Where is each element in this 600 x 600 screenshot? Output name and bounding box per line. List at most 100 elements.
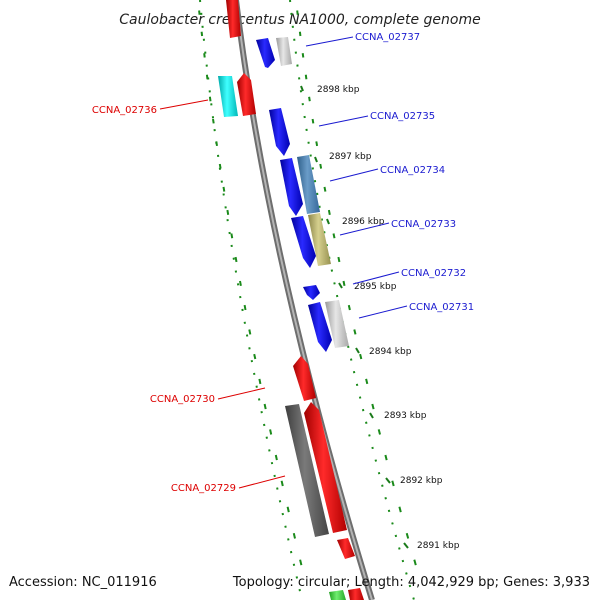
gene-arrow-red-top[interactable] (226, 0, 241, 38)
major-tick (369, 412, 374, 419)
leader-line (329, 168, 379, 182)
gene-label-ccna-02734[interactable]: CCNA_02734 (380, 165, 445, 176)
gene-label-ccna-02735[interactable]: CCNA_02735 (370, 111, 435, 122)
minor-tick (230, 233, 234, 239)
minor-tick (365, 378, 369, 385)
minor-tick (215, 141, 218, 147)
minor-tick (413, 559, 417, 566)
minor-tick (405, 532, 410, 539)
minor-tick (200, 31, 204, 37)
minor-tick (301, 53, 305, 58)
minor-tick (315, 141, 319, 147)
gene-arrow-ccna-02735[interactable] (269, 108, 290, 156)
tick-label: 2895 kbp (354, 282, 397, 292)
minor-tick (308, 96, 311, 102)
gene-arrow-ccna-02729-dark[interactable] (285, 404, 329, 537)
minor-tick (222, 186, 226, 192)
gene-arrow-ccna-02732[interactable] (303, 285, 320, 300)
map-title: Caulobacter crescentus NA1000, complete … (119, 12, 480, 28)
gene-labels: CCNA_02737 CCNA_02736 CCNA_02735 CCNA_02… (92, 32, 474, 494)
accession-text: Accession: NC_011916 (9, 575, 157, 590)
minor-tick (263, 403, 267, 410)
leader-line (305, 36, 354, 47)
minor-tick (274, 454, 278, 461)
major-ticks (300, 85, 409, 549)
tick-label: 2898 kbp (317, 85, 360, 95)
genome-summary-text: Topology: circular; Length: 4,042,929 bp… (232, 575, 590, 590)
tick-labels: 2898 kbp 2897 kbp 2896 kbp 2895 kbp 2894… (317, 85, 460, 551)
minor-tick (332, 233, 336, 239)
minor-tick (311, 118, 315, 124)
gene-label-ccna-02736[interactable]: CCNA_02736 (92, 105, 157, 116)
gene-arrow-ccna-02733[interactable] (291, 216, 316, 268)
gene-label-ccna-02737[interactable]: CCNA_02737 (355, 32, 420, 43)
minor-tick (218, 163, 222, 169)
gene-arrow-ccna-02731-grey[interactable] (325, 300, 349, 348)
gene-arrow-red-bottom[interactable] (337, 538, 355, 559)
leader-lines (159, 36, 408, 489)
minor-tick (377, 429, 381, 435)
tick-label: 2896 kbp (342, 217, 385, 227)
leader-line (352, 271, 400, 285)
minor-tick (243, 304, 247, 311)
minor-tick (398, 506, 402, 513)
major-tick (326, 218, 330, 225)
minor-tick (292, 532, 296, 539)
minor-tick (347, 304, 351, 311)
minor-tick (298, 31, 302, 37)
minor-tick (319, 163, 323, 169)
leader-line (318, 115, 369, 127)
minor-tick (212, 118, 215, 124)
minor-tick (342, 280, 346, 287)
gene-arrow-green-bottom[interactable] (329, 590, 346, 600)
minor-tick (286, 506, 290, 513)
gene-arrow-ccna-02736-cyan[interactable] (218, 76, 238, 117)
minor-tick (226, 209, 230, 215)
minor-tick (269, 429, 273, 435)
gene-arrow-ccna-02736[interactable] (237, 73, 256, 116)
minor-tick (384, 454, 388, 461)
features-plus-strand (256, 37, 349, 352)
tick-label: 2894 kbp (369, 347, 412, 357)
gene-label-ccna-02730[interactable]: CCNA_02730 (150, 394, 215, 405)
gene-arrow-ccna-02734-steel[interactable] (297, 155, 320, 214)
major-tick (403, 542, 409, 549)
minor-tick (208, 96, 212, 102)
gene-arrow-red-bottom-2[interactable] (348, 588, 364, 600)
leader-line (339, 222, 390, 236)
minor-tick (234, 256, 238, 263)
gene-label-ccna-02733[interactable]: CCNA_02733 (391, 219, 456, 230)
gene-arrow-ccna-02733-khaki[interactable] (308, 213, 331, 266)
minor-tick (203, 53, 206, 58)
gene-arrow-ccna-02729[interactable] (304, 402, 347, 533)
minor-ticks (198, 10, 417, 566)
minor-tick (253, 353, 257, 360)
major-tick (355, 347, 360, 354)
leader-line (358, 305, 408, 319)
gene-arrow-ccna-02730[interactable] (293, 356, 316, 401)
gene-arrow-ccna-02731[interactable] (308, 302, 332, 352)
leader-line (159, 99, 209, 110)
minor-tick (258, 378, 262, 385)
gene-label-ccna-02732[interactable]: CCNA_02732 (401, 268, 466, 279)
major-tick (385, 477, 391, 484)
features-minus-strand (218, 0, 364, 600)
minor-tick (353, 329, 357, 335)
gene-arrow-grey[interactable] (276, 37, 292, 66)
minor-tick (248, 329, 252, 335)
minor-tick (323, 186, 327, 192)
major-tick (338, 282, 343, 289)
minor-tick (296, 10, 299, 15)
gene-arrow-ccna-02734[interactable] (280, 158, 303, 216)
major-tick (300, 85, 304, 92)
gene-arrow-ccna-02737[interactable] (256, 38, 275, 68)
gene-label-ccna-02729[interactable]: CCNA_02729 (171, 483, 236, 494)
minor-tick (198, 10, 201, 15)
gene-label-ccna-02731[interactable]: CCNA_02731 (409, 302, 474, 313)
minor-tick (280, 480, 284, 487)
tick-label: 2891 kbp (417, 541, 460, 551)
tick-label: 2892 kbp (400, 476, 443, 486)
minor-tick (327, 209, 331, 215)
tick-label: 2893 kbp (384, 411, 427, 421)
